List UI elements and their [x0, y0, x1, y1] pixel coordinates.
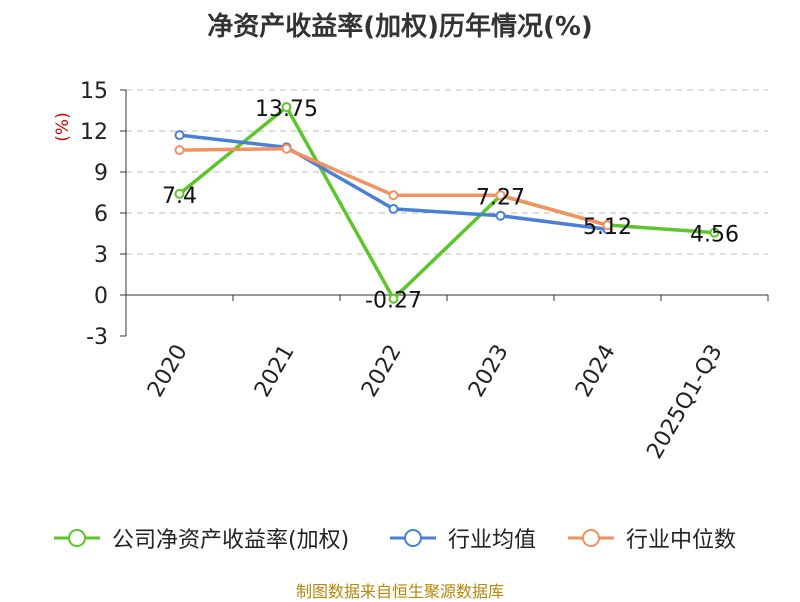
y-axis-unit-label: (%) — [53, 112, 73, 141]
data-point — [388, 190, 399, 201]
data-point — [709, 227, 720, 238]
y-tick-label: 12 — [80, 120, 108, 145]
data-label: 7.27 — [476, 186, 525, 211]
legend-item[interactable]: 行业均值 — [388, 518, 536, 558]
data-label: 7.4 — [162, 184, 197, 209]
y-tick-label: 3 — [94, 243, 108, 268]
legend-item[interactable]: 行业中位数 — [566, 518, 736, 558]
x-tick-label: 2023 — [464, 341, 514, 402]
legend-item[interactable]: 公司净资产收益率(加权) — [52, 518, 349, 558]
x-tick-label: 2022 — [357, 341, 407, 402]
data-point — [495, 210, 506, 221]
data-point — [174, 130, 185, 141]
data-point — [602, 220, 613, 231]
data-point — [495, 190, 506, 201]
chart-title: 净资产收益率(加权)历年情况(%) — [207, 12, 593, 42]
y-tick-label: -3 — [86, 325, 108, 350]
data-point — [174, 188, 185, 199]
data-point — [388, 203, 399, 214]
x-tick-label: 2024 — [571, 341, 621, 402]
data-label: 13.75 — [255, 97, 318, 122]
line-chart: -3 0 3 6 9 12 15 (%) 2020 2021 2022 2023 2024 2025Q1-… — [53, 79, 769, 464]
data-label: 4.56 — [690, 223, 739, 248]
data-point — [174, 145, 185, 156]
legend-marker-icon — [390, 529, 436, 547]
x-tick-label: 2025Q1-Q3 — [642, 341, 727, 464]
series-line — [178, 105, 715, 301]
legend-marker-icon — [54, 529, 100, 547]
legend-marker-icon — [568, 529, 614, 547]
y-tick-label: 6 — [94, 202, 108, 227]
data-point — [281, 102, 292, 113]
legend-label: 行业均值 — [448, 528, 537, 553]
data-source-footer: 制图数据来自恒生聚源数据库 — [295, 582, 504, 601]
x-tick-label: 2021 — [250, 341, 300, 402]
data-label: -0.27 — [365, 289, 422, 314]
data-point — [388, 293, 399, 304]
y-tick-label: 0 — [94, 284, 108, 309]
data-label: 5.12 — [583, 215, 632, 240]
legend-label: 公司净资产收益率(加权) — [112, 528, 350, 553]
y-tick-label: 15 — [80, 79, 108, 104]
x-tick-label: 2020 — [143, 341, 193, 402]
legend-label: 行业中位数 — [626, 528, 737, 553]
data-point — [281, 143, 292, 154]
legend: 公司净资产收益率(加权) 行业均值 行业中位数 — [0, 518, 800, 558]
y-tick-label: 9 — [94, 161, 108, 186]
